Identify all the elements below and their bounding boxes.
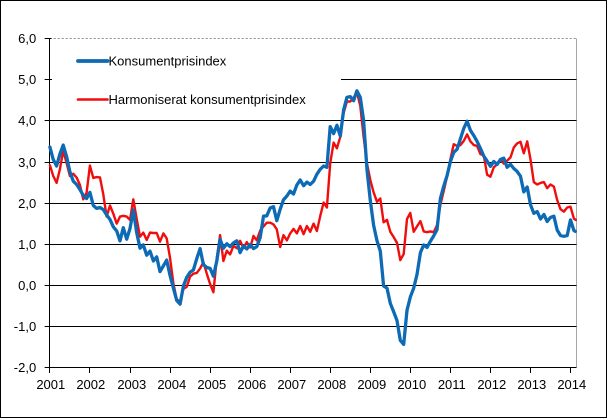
svg-text:2008: 2008 xyxy=(317,377,346,392)
svg-text:3,0: 3,0 xyxy=(18,155,36,170)
svg-text:2005: 2005 xyxy=(197,377,226,392)
svg-text:2001: 2001 xyxy=(36,377,65,392)
svg-text:-1,0: -1,0 xyxy=(14,319,36,334)
svg-text:6,0: 6,0 xyxy=(18,31,36,46)
svg-text:Harmoniserat konsumentprisinde: Harmoniserat konsumentprisindex xyxy=(109,92,307,107)
svg-text:4,0: 4,0 xyxy=(18,113,36,128)
svg-text:2013: 2013 xyxy=(517,377,546,392)
svg-text:2011: 2011 xyxy=(438,377,466,392)
svg-text:2010: 2010 xyxy=(397,377,426,392)
svg-text:2007: 2007 xyxy=(277,377,306,392)
svg-text:Konsumentprisindex: Konsumentprisindex xyxy=(109,54,227,69)
svg-text:2004: 2004 xyxy=(157,377,186,392)
svg-text:0,0: 0,0 xyxy=(18,278,36,293)
svg-text:2009: 2009 xyxy=(357,377,386,392)
svg-text:-2,0: -2,0 xyxy=(14,360,36,375)
svg-text:2,0: 2,0 xyxy=(18,196,36,211)
svg-text:2012: 2012 xyxy=(477,377,506,392)
svg-text:2014: 2014 xyxy=(557,377,586,392)
svg-text:5,0: 5,0 xyxy=(18,72,36,87)
svg-text:2003: 2003 xyxy=(117,377,146,392)
svg-text:2002: 2002 xyxy=(76,377,105,392)
svg-text:1,0: 1,0 xyxy=(18,237,36,252)
svg-text:2006: 2006 xyxy=(237,377,266,392)
